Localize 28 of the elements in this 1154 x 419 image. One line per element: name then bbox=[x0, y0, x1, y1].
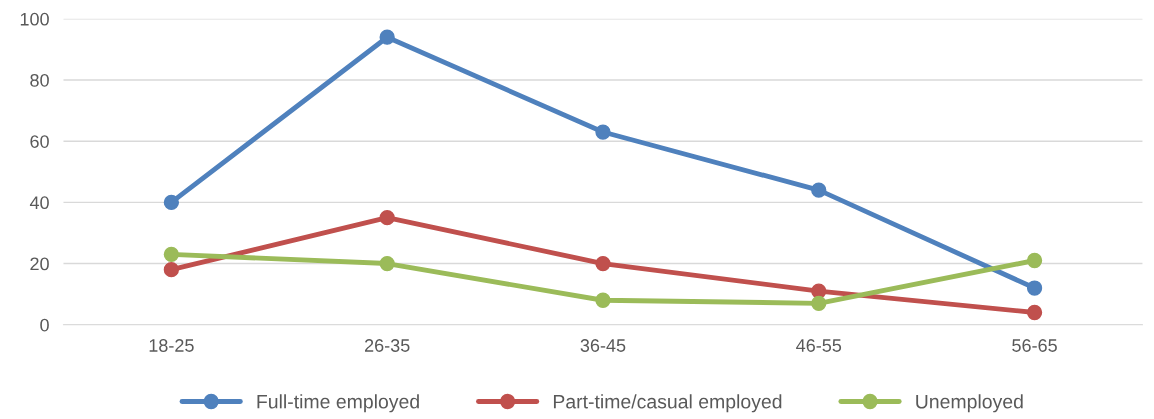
legend-label: Unemployed bbox=[916, 394, 1023, 413]
point bbox=[811, 295, 827, 311]
point bbox=[163, 194, 180, 211]
x-tick-label: 36-45 bbox=[580, 339, 626, 352]
point bbox=[595, 255, 611, 272]
legend-label: Part-time/casual employed bbox=[553, 394, 782, 413]
point bbox=[379, 255, 395, 272]
x-tick-label: 18-25 bbox=[149, 339, 194, 352]
point bbox=[1026, 280, 1043, 296]
x-tick-label: 56-65 bbox=[1012, 339, 1057, 352]
point bbox=[1026, 304, 1043, 321]
x-tick-label: 46-55 bbox=[796, 339, 842, 352]
y-tick-label: 40 bbox=[29, 196, 49, 210]
y-tick-label: 60 bbox=[30, 135, 49, 148]
y-tick-label: 80 bbox=[30, 73, 49, 87]
point bbox=[1026, 252, 1043, 269]
point bbox=[595, 124, 611, 140]
y-tick-label: 100 bbox=[20, 12, 49, 26]
point bbox=[163, 246, 180, 263]
point bbox=[163, 262, 180, 278]
point bbox=[379, 210, 395, 226]
y-tick-label: 20 bbox=[30, 257, 49, 271]
point bbox=[811, 182, 827, 198]
y-tick-label: 0 bbox=[40, 318, 49, 332]
point bbox=[595, 292, 611, 308]
x-tick-label: 26-35 bbox=[364, 339, 410, 352]
legend-label: Full-time employed bbox=[257, 394, 419, 413]
point bbox=[379, 29, 395, 45]
